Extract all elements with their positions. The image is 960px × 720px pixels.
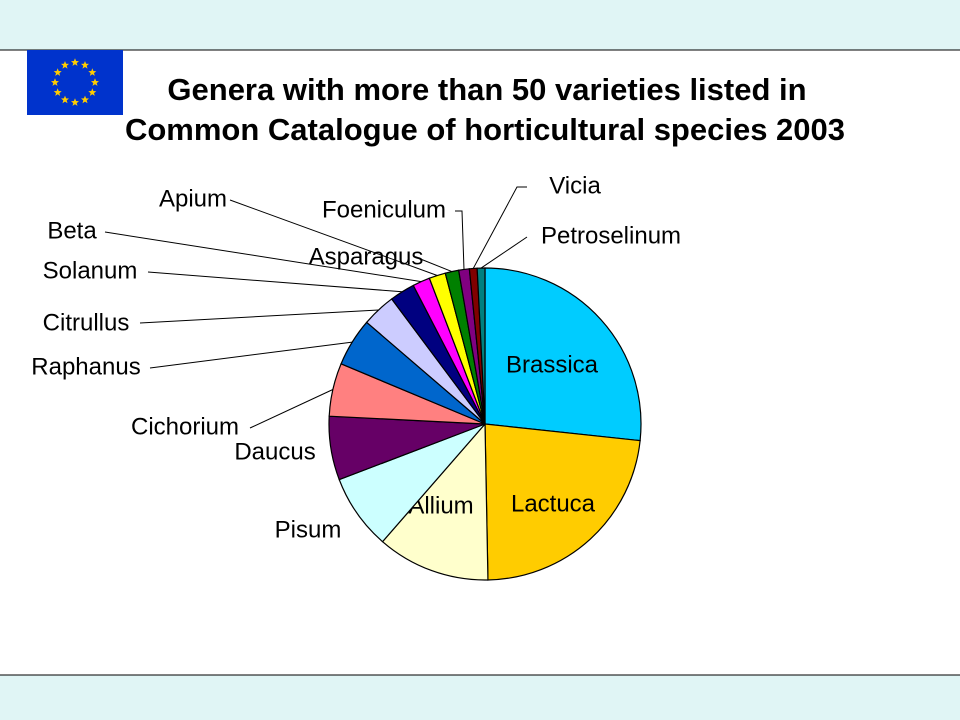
flag-star xyxy=(53,88,62,96)
bottom-band xyxy=(0,675,960,720)
pie-slice xyxy=(484,423,641,581)
slice-label: Daucus xyxy=(234,438,315,465)
flag-star xyxy=(88,68,97,76)
flag-star xyxy=(61,95,69,104)
slice-label: Apium xyxy=(159,185,227,212)
flag-star xyxy=(91,78,99,86)
slice-label: Beta xyxy=(47,217,97,244)
slice-label: Brassica xyxy=(506,351,599,378)
flag-star xyxy=(53,68,62,76)
leader-line xyxy=(139,309,379,324)
flag-star xyxy=(81,61,89,69)
flag-star xyxy=(81,95,89,104)
leader-line xyxy=(455,210,465,270)
slice-label: Lactuca xyxy=(511,490,596,517)
chart-title: Common Catalogue of horticultural specie… xyxy=(125,112,845,147)
flag-star xyxy=(61,61,69,69)
leader-line xyxy=(417,257,453,273)
leader-line xyxy=(472,186,527,269)
flag-star xyxy=(51,78,59,86)
flag-star xyxy=(88,88,97,96)
slice-label: Citrullus xyxy=(43,309,130,336)
slice-label: Petroselinum xyxy=(541,222,681,249)
leader-line xyxy=(149,341,353,369)
chart-title: Genera with more than 50 varieties liste… xyxy=(167,72,806,107)
slice-label: Cichorium xyxy=(131,413,239,440)
slice-label: Foeniculum xyxy=(322,196,446,223)
eu-flag xyxy=(27,50,123,115)
leader-line xyxy=(480,236,528,269)
leader-line xyxy=(229,199,438,276)
slice-label: Asparagus xyxy=(309,243,424,270)
slice-label: Pisum xyxy=(275,516,342,543)
leader-line xyxy=(249,389,334,429)
flag-star xyxy=(71,58,79,66)
flag-star xyxy=(71,98,79,106)
slice-label: Vicia xyxy=(549,172,601,199)
slice-label: Solanum xyxy=(43,257,138,284)
leader-line xyxy=(104,231,422,283)
slice-label: Raphanus xyxy=(31,353,140,380)
leader-line xyxy=(147,271,403,293)
top-band xyxy=(0,0,960,50)
pie-slice xyxy=(381,422,489,581)
pie-slice xyxy=(484,267,642,442)
